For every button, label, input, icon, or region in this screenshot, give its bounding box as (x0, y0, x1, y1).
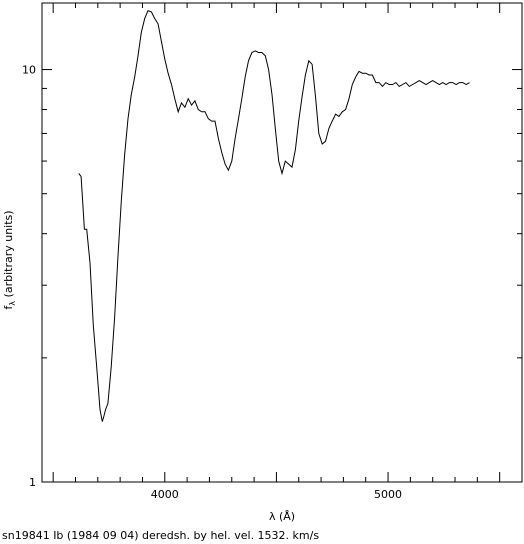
y-tick-label: 1 (29, 476, 36, 489)
y-axis-label: fλ (arbitrary units) (2, 210, 17, 309)
x-tick-label: 5000 (374, 488, 402, 501)
x-axis-label: λ (Å) (269, 510, 295, 523)
spectrum-line (78, 9, 470, 422)
chart-caption: sn19841 Ib (1984 09 04) deredsh. by hel.… (2, 529, 319, 542)
y-axis-label-rest: (arbitrary units) (2, 210, 15, 301)
y-axis-label-main: f (2, 305, 15, 310)
y-tick-label: 10 (22, 64, 36, 77)
plot-frame (41, 2, 523, 483)
x-tick-label: 4000 (151, 488, 179, 501)
y-axis-label-sub: λ (8, 301, 17, 306)
tick-labels: 4000 5000 1 10 (22, 64, 402, 501)
axis-ticks (42, 3, 522, 483)
